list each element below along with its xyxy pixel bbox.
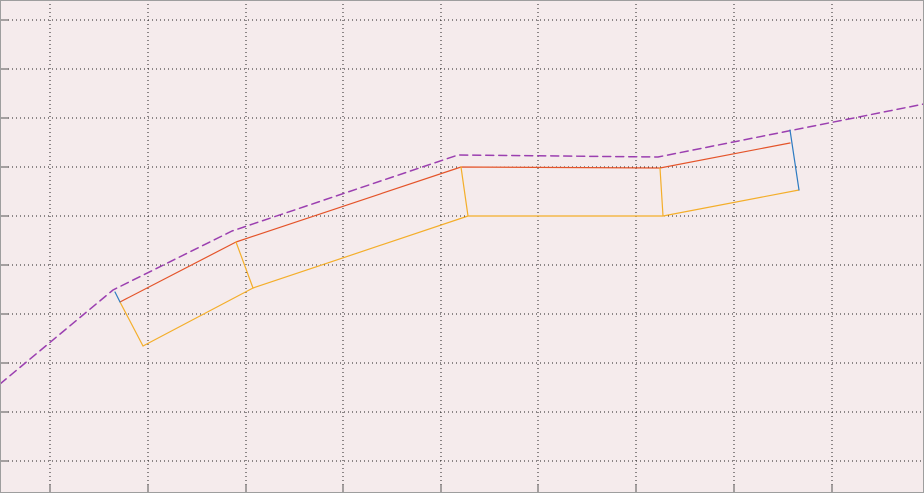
series-layer	[0, 103, 924, 385]
series-orange-connector-2	[235, 241, 254, 289]
series-orange-connector-3	[460, 166, 469, 217]
series-dashed-path	[0, 103, 924, 385]
tick-layer	[0, 19, 833, 493]
series-blue-start-cap	[114, 291, 121, 303]
series-blue-end-cap	[789, 129, 800, 191]
series-orange-connector-1	[119, 301, 144, 347]
series-orange-connector-4	[659, 167, 664, 217]
